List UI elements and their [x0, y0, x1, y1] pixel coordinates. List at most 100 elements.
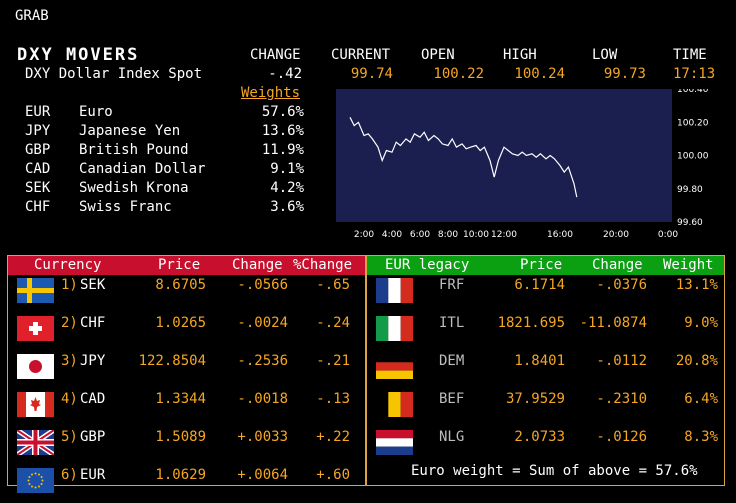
- germany-flag: [376, 354, 413, 379]
- eu-flag: [17, 468, 54, 493]
- legacy-code[interactable]: ITL: [439, 315, 465, 331]
- weight-code: CHF: [25, 199, 51, 215]
- legacy-change: -.0112: [596, 353, 647, 369]
- index-name[interactable]: DXY Dollar Index Spot: [25, 66, 203, 82]
- currency-price: 122.8504: [138, 353, 206, 369]
- app-title: GRAB: [15, 8, 49, 24]
- currency-code[interactable]: CAD: [80, 391, 106, 407]
- legacy-weight: 9.0%: [684, 315, 718, 331]
- netherlands-flag: [376, 430, 413, 455]
- legacy-price: 6.1714: [514, 277, 565, 293]
- italy-flag: [376, 316, 413, 341]
- eur-legacy-row[interactable]: FRF 6.1714 -.0376 13.1%: [367, 275, 724, 313]
- chart-plot-area: [336, 89, 672, 222]
- canada-flag: [17, 392, 54, 417]
- y-tick-label: 100.00: [677, 152, 709, 162]
- legacy-code[interactable]: FRF: [439, 277, 465, 293]
- header-change: Change: [592, 257, 643, 273]
- weight-code: JPY: [25, 123, 51, 139]
- weight-name: Japanese Yen: [79, 123, 181, 139]
- legacy-code[interactable]: NLG: [439, 429, 465, 445]
- row-index[interactable]: 4): [61, 391, 78, 407]
- header-currency: Currency: [34, 257, 102, 273]
- eur-legacy-row[interactable]: NLG 2.0733 -.0126 8.3%: [367, 427, 724, 465]
- currency-change: -.0018: [237, 391, 288, 407]
- legacy-code[interactable]: BEF: [439, 391, 465, 407]
- index-time: 17:13: [673, 66, 716, 82]
- belgium-flag: [376, 392, 413, 417]
- weight-pct: 9.1%: [270, 161, 304, 177]
- weight-pct: 11.9%: [261, 142, 304, 158]
- intraday-chart: 100.40 100.20 100.00 99.80 99.60 2:00 4:00 6:0…: [336, 89, 709, 240]
- col-high-header: HIGH: [503, 47, 537, 63]
- index-open: 100.22: [433, 66, 484, 82]
- switzerland-flag: [17, 316, 54, 341]
- currency-change: -.0566: [237, 277, 288, 293]
- index-high: 100.24: [514, 66, 565, 82]
- weight-code: CAD: [25, 161, 51, 177]
- currency-price: 1.0265: [155, 315, 206, 331]
- eur-legacy-row[interactable]: BEF 37.9529 -.2310 6.4%: [367, 389, 724, 427]
- col-current-header: CURRENT: [331, 47, 391, 63]
- legacy-code[interactable]: DEM: [439, 353, 465, 369]
- index-current: 99.74: [350, 66, 393, 82]
- eur-legacy-row[interactable]: ITL 1821.695 -11.0874 9.0%: [367, 313, 724, 351]
- currency-row[interactable]: 1) SEK 8.6705 -.0566 -.65: [8, 275, 365, 313]
- y-tick-label: 100.20: [677, 118, 709, 128]
- header-weight: Weight: [663, 257, 714, 273]
- currency-pct-change: -.13: [316, 391, 350, 407]
- euro-weight-footer: Euro weight = Sum of above = 57.6%: [411, 463, 698, 479]
- legacy-weight: 20.8%: [675, 353, 718, 369]
- row-index[interactable]: 5): [61, 429, 78, 445]
- col-change-header: CHANGE: [250, 47, 301, 63]
- eur-legacy-row[interactable]: DEM 1.8401 -.0112 20.8%: [367, 351, 724, 389]
- row-index[interactable]: 1): [61, 277, 78, 293]
- currency-row[interactable]: 5) GBP 1.5089 +.0033 +.22: [8, 427, 365, 465]
- x-tick-label: 2:00: [354, 230, 374, 240]
- currency-pct-change: -.21: [316, 353, 350, 369]
- currency-panel: Currency Price Change %Change 1) SEK 8.6…: [7, 255, 366, 493]
- currency-change: -.0024: [237, 315, 288, 331]
- weight-code: SEK: [25, 180, 51, 196]
- currency-price: 1.5089: [155, 429, 206, 445]
- currency-row[interactable]: 4) CAD 1.3344 -.0018 -.13: [8, 389, 365, 427]
- currency-price: 8.6705: [155, 277, 206, 293]
- legacy-change: -.0376: [596, 277, 647, 293]
- uk-flag: [15, 427, 56, 458]
- sweden-flag: [17, 278, 54, 303]
- legacy-change: -11.0874: [579, 315, 647, 331]
- page-title: DXY MOVERS: [17, 45, 140, 65]
- currency-price: 1.3344: [155, 391, 206, 407]
- legacy-change: -.0126: [596, 429, 647, 445]
- weight-pct: 4.2%: [270, 180, 304, 196]
- currency-code[interactable]: EUR: [80, 467, 106, 483]
- weight-pct: 3.6%: [270, 199, 304, 215]
- legacy-price: 37.9529: [505, 391, 565, 407]
- legacy-price: 1821.695: [497, 315, 565, 331]
- currency-row[interactable]: 6) EUR 1.0629 +.0064 +.60: [8, 465, 365, 503]
- col-low-header: LOW: [592, 47, 618, 63]
- row-index[interactable]: 6): [61, 467, 78, 483]
- japan-flag: [17, 354, 54, 379]
- currency-row[interactable]: 2) CHF 1.0265 -.0024 -.24: [8, 313, 365, 351]
- legacy-weight: 6.4%: [684, 391, 718, 407]
- currency-code[interactable]: JPY: [80, 353, 106, 369]
- weight-pct: 57.6%: [261, 104, 304, 120]
- x-tick-label: 8:00: [438, 230, 458, 240]
- currency-price: 1.0629: [155, 467, 206, 483]
- row-index[interactable]: 2): [61, 315, 78, 331]
- currency-code[interactable]: SEK: [80, 277, 106, 293]
- col-open-header: OPEN: [421, 47, 455, 63]
- weights-link[interactable]: Weights: [241, 85, 301, 101]
- currency-pct-change: +.22: [316, 429, 350, 445]
- weight-name: Swiss Franc: [79, 199, 172, 215]
- row-index[interactable]: 3): [61, 353, 78, 369]
- weight-name: Canadian Dollar: [79, 161, 206, 177]
- currency-code[interactable]: CHF: [80, 315, 106, 331]
- currency-code[interactable]: GBP: [80, 429, 106, 445]
- currency-row[interactable]: 3) JPY 122.8504 -.2536 -.21: [8, 351, 365, 389]
- legacy-price: 2.0733: [514, 429, 565, 445]
- currency-change: +.0064: [237, 467, 288, 483]
- eur-legacy-panel: EUR legacy Price Change Weight FRF 6.171…: [366, 255, 725, 486]
- legacy-price: 1.8401: [514, 353, 565, 369]
